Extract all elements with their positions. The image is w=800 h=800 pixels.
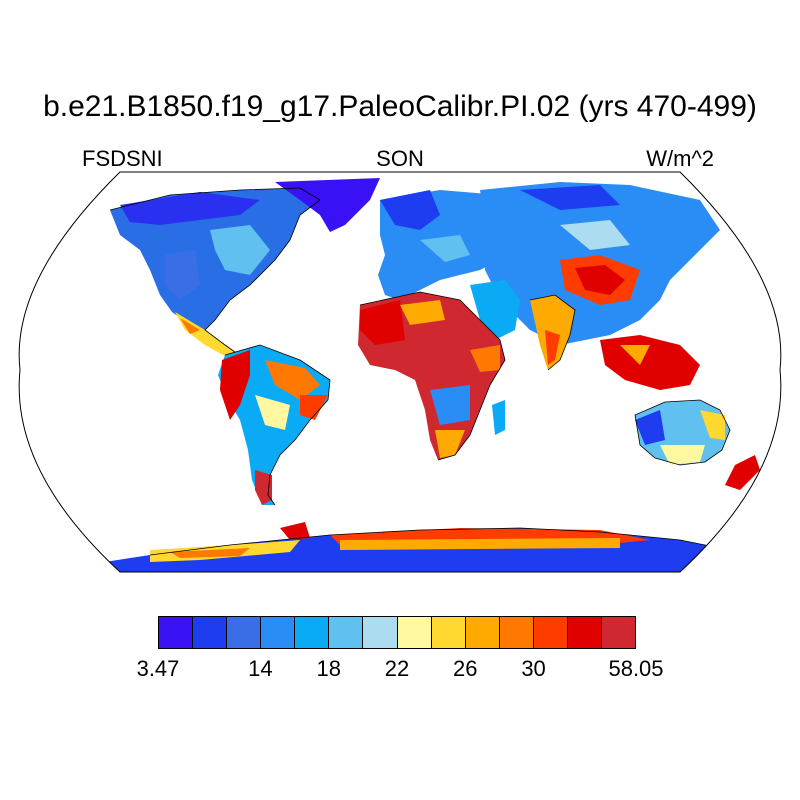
plot-title: b.e21.B1850.f19_g17.PaleoCalibr.PI.02 (y… (43, 90, 757, 123)
variable-label: FSDSNI (82, 146, 163, 171)
units-label: W/m^2 (646, 146, 714, 171)
colorbar-swatch (533, 617, 568, 648)
season-label: SON (376, 146, 424, 171)
colorbar-tick-label: 58.05 (608, 656, 664, 681)
colorbar-swatch (295, 617, 330, 648)
colorbar-swatch (499, 617, 534, 648)
land-field (20, 178, 780, 572)
colorbar-tick-label: 22 (384, 656, 410, 681)
colorbar-swatch (261, 617, 296, 648)
colorbar (158, 616, 636, 649)
colorbar-tick-label: 18 (316, 656, 341, 681)
colorbar-swatch (227, 617, 262, 648)
colorbar-swatch (567, 617, 603, 648)
region-central-america (175, 312, 235, 356)
region-new-zealand (725, 455, 760, 490)
colorbar-tick-label: 3.47 (136, 656, 180, 681)
colorbar-swatch (397, 617, 432, 648)
colorbar-tick-label: 14 (248, 656, 273, 681)
map-boundary (18, 171, 782, 573)
colorbar-tick-label: 26 (453, 656, 478, 681)
region-madagascar (492, 400, 505, 435)
coastlines (109, 187, 741, 556)
colorbar-swatch (465, 617, 500, 648)
colorbar-swatch (329, 617, 364, 648)
region-middle-east (470, 280, 520, 340)
colorbar-tick-label: 30 (521, 656, 546, 681)
colorbar-swatch (602, 617, 636, 648)
colorbar-swatch (193, 617, 228, 648)
colorbar-swatch (431, 617, 466, 648)
region-greenland (275, 178, 380, 232)
colorbar-swatch (363, 617, 398, 648)
colorbar-swatch (159, 617, 194, 648)
